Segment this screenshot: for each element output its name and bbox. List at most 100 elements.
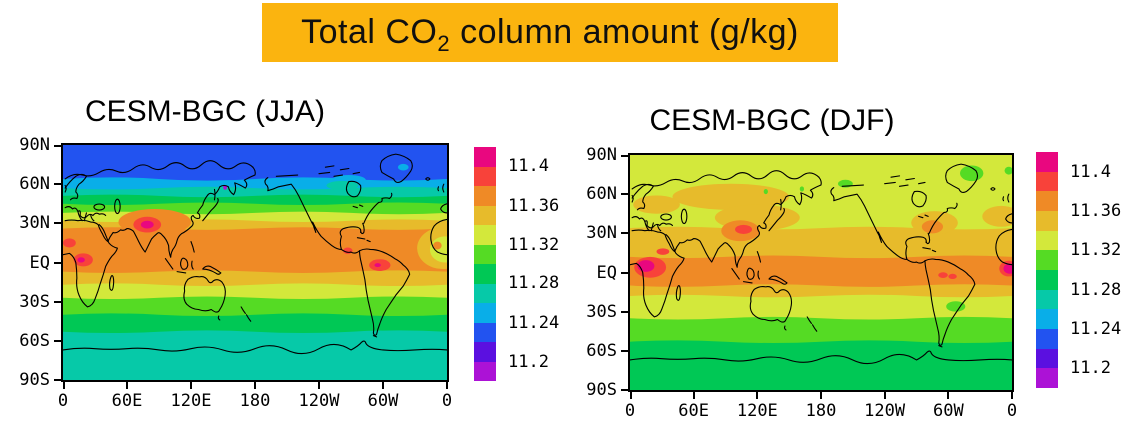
lat-tick: [54, 145, 63, 147]
lon-tick: [318, 380, 320, 389]
lon-tick-label: 180: [239, 391, 271, 411]
lon-tick-label: 0: [57, 391, 69, 411]
colorbar-swatch: [474, 342, 496, 362]
lat-tick: [621, 155, 630, 157]
lat-tick-label: 30S: [586, 301, 617, 322]
figure-title-banner: Total CO2 column amount (g/kg): [262, 3, 838, 62]
colorbar-swatch: [1036, 368, 1058, 389]
lon-tick-label: 60E: [678, 401, 710, 421]
lon-tick-label: 120W: [864, 401, 906, 421]
lon-tick-label: 120E: [736, 401, 778, 421]
lat-axis-djf: 90N 60N 30N EQ 30S 60S 90S: [557, 145, 617, 400]
colorbar-swatch: [1036, 250, 1058, 271]
colorbar-swatch: [1036, 171, 1058, 192]
lat-tick: [54, 183, 63, 186]
lat-tick-label: 60S: [586, 340, 617, 361]
figure-title: Total CO2 column amount (g/kg): [301, 13, 799, 56]
colorbar-swatch: [1036, 289, 1058, 310]
lon-tick-label: 60W: [932, 401, 964, 421]
colorbar-swatch: [1036, 348, 1058, 369]
colorbar-label: 11.32: [508, 234, 560, 255]
lon-tick: [692, 390, 695, 399]
lon-tick-label: 0: [1006, 401, 1018, 421]
lon-tick: [883, 390, 886, 399]
lon-axis-djf: 0 60E 120E 180 120W 60W 0: [625, 401, 1017, 423]
lon-tick: [446, 380, 448, 389]
colorbar-label: 11.28: [1070, 279, 1122, 300]
lat-tick-label: 60N: [586, 184, 617, 205]
colorbar-swatch: [474, 166, 496, 186]
colorbar-swatch: [1036, 270, 1058, 290]
colorbar-swatch: [1036, 191, 1058, 212]
lat-tick: [621, 389, 630, 391]
colorbar-djf-swatches: [1036, 152, 1058, 389]
colorbar-swatch: [1036, 230, 1058, 251]
lat-tick-label: 30N: [19, 213, 50, 234]
lon-tick-label: 0: [441, 391, 453, 411]
colorbar-label: 11.32: [1070, 240, 1122, 261]
lat-tick: [621, 349, 630, 352]
colorbar-label: 11.28: [508, 273, 560, 294]
lon-tick-label: 0: [624, 401, 636, 421]
panel-title-jja: CESM-BGC (JJA): [85, 95, 325, 128]
lat-tick: [621, 271, 630, 274]
lat-tick: [54, 222, 63, 225]
lat-tick-label: 60N: [19, 174, 50, 195]
lat-tick: [621, 310, 630, 313]
lat-tick-label: 90N: [586, 145, 617, 165]
colorbar-label: 11.4: [508, 156, 549, 177]
lon-tick: [381, 380, 384, 389]
lat-tick-label: EQ: [29, 252, 50, 273]
lon-tick: [756, 390, 759, 399]
colorbar-swatch: [474, 244, 496, 264]
lat-tick: [54, 261, 63, 264]
map-djf-contours: [630, 155, 1012, 390]
colorbar-swatch: [1036, 211, 1058, 231]
lat-tick-label: 90S: [19, 370, 50, 390]
colorbar-label: 11.36: [1070, 201, 1122, 221]
lon-tick-label: 120E: [170, 391, 212, 411]
colorbar-label: 11.24: [1070, 319, 1122, 339]
lat-tick-label: 90N: [19, 135, 50, 155]
colorbar-swatch: [1036, 309, 1058, 330]
colorbar-jja-swatches: [474, 147, 496, 381]
lat-tick-label: 60S: [19, 330, 50, 351]
colorbar-swatch: [1036, 329, 1058, 349]
lon-tick: [820, 390, 822, 399]
map-jja: 90N 60N 30N EQ 30S 60S 90S 0 60E 120E 18…: [19, 135, 452, 411]
colorbar-swatch: [474, 361, 496, 381]
lon-tick: [630, 390, 632, 399]
colorbar-label: 11.36: [508, 195, 560, 216]
colorbar-label: 11.4: [1070, 161, 1111, 182]
colorbar-swatch: [474, 303, 496, 323]
lon-tick: [63, 380, 65, 389]
lon-tick-label: 180: [805, 401, 837, 421]
lat-tick: [621, 193, 630, 196]
figure-title-subscript: 2: [437, 30, 451, 56]
map-djf: 90N 60N 30N EQ 30S 60S 90S 0 60E 120E 18…: [586, 145, 1017, 421]
lon-tick: [189, 380, 192, 389]
lon-tick-label: 60W: [367, 391, 399, 411]
lon-tick: [254, 380, 256, 389]
lon-tick-label: 60E: [111, 391, 143, 411]
colorbar-swatch: [474, 147, 496, 167]
lat-tick: [54, 379, 63, 381]
lat-tick: [621, 232, 630, 235]
lat-axis-jja: 90N 60N 30N EQ 30S 60S 90S: [0, 135, 50, 390]
lat-tick-label: EQ: [596, 262, 617, 283]
lat-tick-label: 90S: [586, 380, 617, 400]
colorbar-swatch: [474, 205, 496, 225]
lon-axis-jja: 0 60E 120E 180 120W 60W 0: [58, 391, 452, 413]
lat-tick: [54, 300, 63, 303]
colorbar-swatch: [474, 225, 496, 245]
colorbar-djf-labels: 11.4 11.36 11.32 11.28 11.24 11.2: [1070, 152, 1124, 388]
panel-title-djf: CESM-BGC (DJF): [649, 104, 895, 137]
lon-tick: [126, 380, 128, 389]
colorbar-swatch: [1036, 152, 1058, 172]
lat-tick-label: 30N: [586, 223, 617, 244]
colorbar-label: 11.24: [508, 312, 560, 333]
colorbar-label: 11.2: [1070, 358, 1111, 379]
colorbar-swatch: [474, 283, 496, 303]
colorbar-swatch: [474, 322, 496, 342]
lon-tick: [947, 390, 950, 399]
